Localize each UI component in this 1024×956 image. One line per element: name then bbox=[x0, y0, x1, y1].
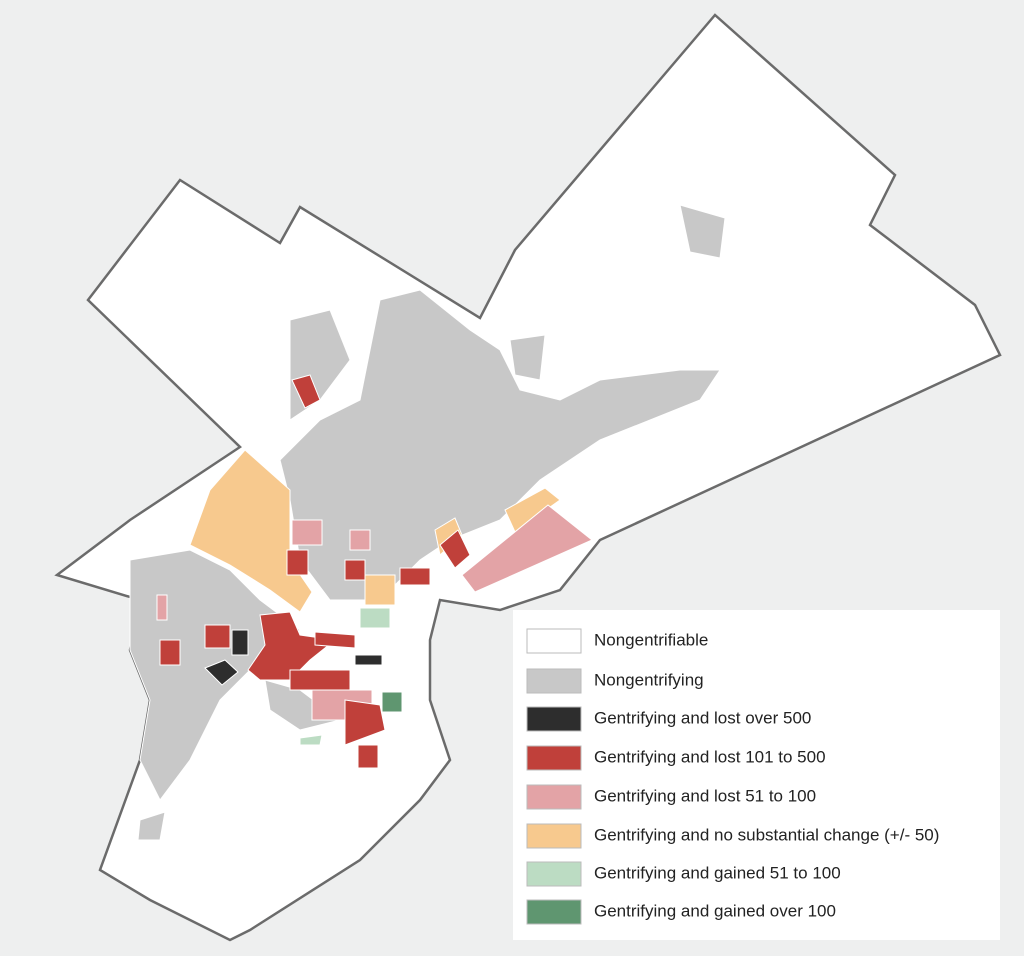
tract bbox=[159, 639, 181, 666]
legend-label: Gentrifying and gained 51 to 100 bbox=[594, 863, 841, 882]
tract bbox=[381, 691, 403, 713]
tract bbox=[357, 744, 379, 769]
tract bbox=[291, 374, 321, 409]
tract bbox=[286, 549, 309, 576]
tract bbox=[344, 699, 386, 746]
tract bbox=[156, 594, 168, 621]
tract bbox=[679, 204, 726, 259]
tract bbox=[509, 334, 546, 381]
legend-label: Gentrifying and no substantial change (+… bbox=[594, 825, 939, 844]
tract bbox=[461, 504, 593, 593]
tract bbox=[359, 607, 391, 629]
tract bbox=[504, 487, 561, 533]
tract bbox=[137, 811, 166, 841]
legend: Nongentrifiable Nongentrifying Gentrifying… bbox=[526, 628, 939, 925]
legend-label: Gentrifying and gained over 100 bbox=[594, 901, 836, 920]
tract bbox=[289, 669, 351, 691]
tract bbox=[299, 734, 323, 746]
tract bbox=[291, 519, 323, 546]
legend-label: Gentrifying and lost over 500 bbox=[594, 708, 811, 727]
tract bbox=[231, 629, 249, 656]
legend-swatch bbox=[526, 668, 582, 694]
legend-swatch bbox=[526, 628, 582, 654]
tract bbox=[349, 529, 371, 551]
tract bbox=[439, 529, 471, 569]
legend-box bbox=[513, 610, 1000, 940]
tract bbox=[189, 449, 313, 613]
tract bbox=[204, 624, 231, 649]
tract bbox=[354, 654, 383, 666]
legend-swatch bbox=[526, 823, 582, 849]
legend-swatch bbox=[526, 899, 582, 925]
tract bbox=[344, 559, 366, 581]
legend-label: Gentrifying and lost 101 to 500 bbox=[594, 747, 826, 766]
tract bbox=[279, 289, 721, 601]
tract bbox=[204, 659, 239, 686]
legend-swatch bbox=[526, 784, 582, 810]
legend-swatch bbox=[526, 745, 582, 771]
legend-label: Gentrifying and lost 51 to 100 bbox=[594, 786, 816, 805]
tract bbox=[314, 631, 356, 649]
tracts bbox=[129, 204, 726, 841]
tract bbox=[364, 574, 396, 606]
legend-label: Nongentrifying bbox=[594, 670, 704, 689]
tract bbox=[399, 567, 431, 586]
legend-swatch bbox=[526, 861, 582, 887]
legend-label: Nongentrifiable bbox=[594, 630, 708, 649]
legend-swatch bbox=[526, 706, 582, 732]
